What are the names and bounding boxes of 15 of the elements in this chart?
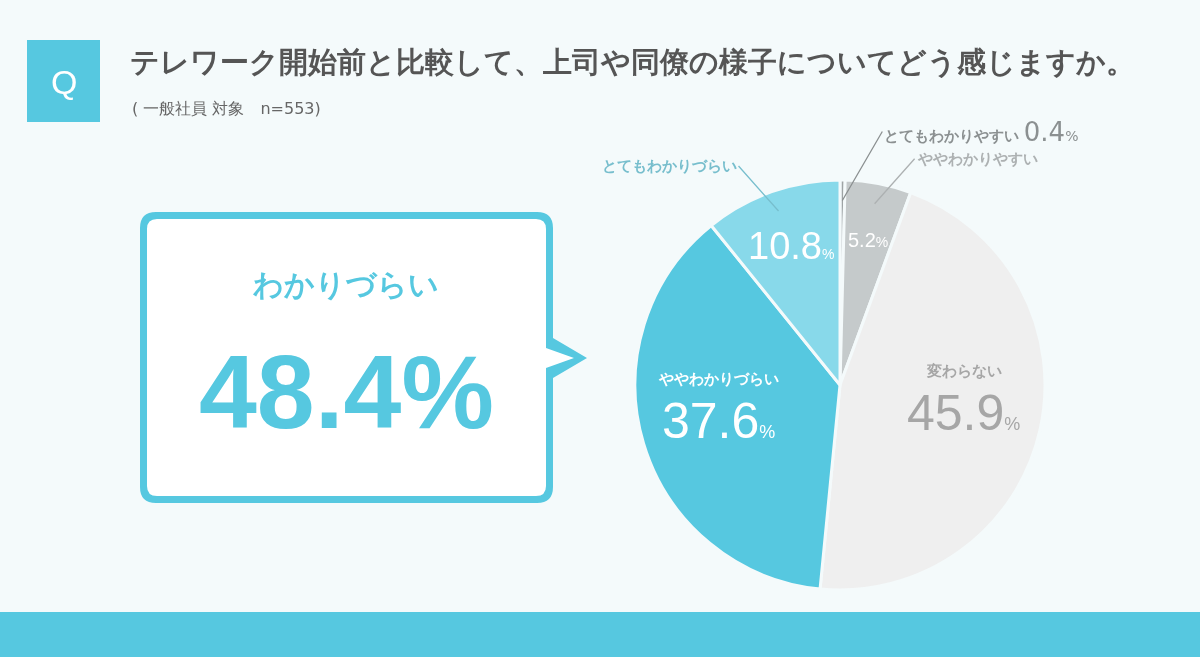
slice-label: ややわかりやすい <box>917 150 1038 168</box>
data-label: 0.4% <box>1023 117 1079 147</box>
text: ( 一般社員 対象 n=553) <box>132 99 321 118</box>
slice-label: とてもわかりづらい <box>602 157 737 175</box>
data-label: 45.9% <box>907 385 1021 441</box>
data-label: 5.2% <box>848 229 889 251</box>
chart-title: テレワーク開始前と比較して、上司や同僚の様子についてどう感じますか。 <box>130 45 1135 80</box>
slice-label: ややわかりづらい <box>658 370 779 388</box>
text: Q <box>51 63 78 101</box>
data-label: 10.8% <box>748 225 835 267</box>
slice-label: 変わらない <box>926 362 1002 380</box>
text: わかりづらい <box>253 267 439 302</box>
text: 48.4% <box>199 334 494 450</box>
data-label: 37.6% <box>662 393 776 449</box>
slice-label: とてもわかりやすい <box>884 127 1019 145</box>
